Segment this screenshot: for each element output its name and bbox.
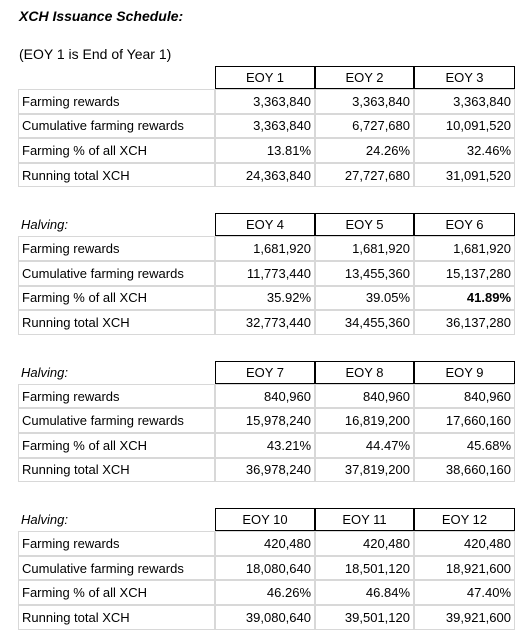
column-header: EOY 3 [414, 66, 515, 89]
table-cell: 46.84% [315, 580, 414, 605]
table-cell: 41.89% [414, 285, 515, 311]
table-cell: 13.81% [215, 138, 315, 163]
row-label: Running total XCH [18, 162, 215, 188]
column-header: EOY 12 [414, 508, 515, 532]
table-cell: 15,978,240 [215, 408, 315, 433]
table-cell: 27,727,680 [315, 162, 414, 188]
column-header: EOY 11 [315, 508, 414, 532]
table-cell: 36,978,240 [215, 457, 315, 483]
table-cell: 420,480 [414, 531, 515, 556]
table-cell: 18,080,640 [215, 555, 315, 581]
row-label: Cumulative farming rewards [18, 261, 215, 286]
row-label: Running total XCH [18, 457, 215, 483]
row-label: Farming % of all XCH [18, 285, 215, 311]
row-label: Farming rewards [18, 236, 215, 261]
table-cell: 6,727,680 [315, 113, 414, 139]
table-cell: 3,363,840 [215, 113, 315, 139]
column-header: EOY 10 [215, 508, 315, 532]
row-label: Farming rewards [18, 89, 215, 114]
table-cell: 13,455,360 [315, 261, 414, 286]
table-cell: 46.26% [215, 580, 315, 605]
table-cell: 24,363,840 [215, 162, 315, 188]
column-header: EOY 9 [414, 360, 515, 384]
row-label: Running total XCH [18, 310, 215, 335]
table-cell: 47.40% [414, 580, 515, 605]
row-label: Farming % of all XCH [18, 138, 215, 163]
block-label: Halving: [21, 217, 68, 233]
row-label: Cumulative farming rewards [18, 113, 215, 139]
table-cell: 1,681,920 [315, 236, 414, 261]
table-cell: 34,455,360 [315, 310, 414, 335]
block-label: Halving: [21, 512, 68, 528]
table-cell: 37,819,200 [315, 457, 414, 483]
table-cell: 10,091,520 [414, 113, 515, 139]
table-cell: 1,681,920 [414, 236, 515, 261]
table-cell: 1,681,920 [215, 236, 315, 261]
column-header: EOY 4 [215, 213, 315, 237]
title: XCH Issuance Schedule: [19, 8, 184, 24]
column-header: EOY 6 [414, 213, 515, 237]
column-header: EOY 2 [315, 66, 414, 89]
row-label: Cumulative farming rewards [18, 408, 215, 433]
table-cell: 18,501,120 [315, 555, 414, 581]
table-cell: 840,960 [315, 383, 414, 409]
row-label: Farming rewards [18, 383, 215, 409]
table-cell: 24.26% [315, 138, 414, 163]
table-cell: 18,921,600 [414, 555, 515, 581]
table-cell: 35.92% [215, 285, 315, 311]
table-cell: 420,480 [315, 531, 414, 556]
row-label: Farming % of all XCH [18, 433, 215, 458]
table-cell: 420,480 [215, 531, 315, 556]
row-label: Cumulative farming rewards [18, 555, 215, 581]
table-cell: 3,363,840 [414, 89, 515, 114]
table-cell: 17,660,160 [414, 408, 515, 433]
table-cell: 31,091,520 [414, 162, 515, 188]
subtitle: (EOY 1 is End of Year 1) [19, 46, 172, 62]
table-cell: 39,501,120 [315, 605, 414, 630]
table-cell: 43.21% [215, 433, 315, 458]
column-header: EOY 5 [315, 213, 414, 237]
table-cell: 32.46% [414, 138, 515, 163]
table-cell: 32,773,440 [215, 310, 315, 335]
column-header: EOY 1 [215, 66, 315, 89]
table-cell: 36,137,280 [414, 310, 515, 335]
table-cell: 11,773,440 [215, 261, 315, 286]
table-cell: 39,921,600 [414, 605, 515, 630]
block-label: Halving: [21, 364, 68, 380]
table-cell: 44.47% [315, 433, 414, 458]
table-cell: 840,960 [414, 383, 515, 409]
table-cell: 3,363,840 [315, 89, 414, 114]
table-cell: 45.68% [414, 433, 515, 458]
table-cell: 38,660,160 [414, 457, 515, 483]
row-label: Farming % of all XCH [18, 580, 215, 605]
table-cell: 840,960 [215, 383, 315, 409]
table-cell: 16,819,200 [315, 408, 414, 433]
table-cell: 39,080,640 [215, 605, 315, 630]
table-cell: 15,137,280 [414, 261, 515, 286]
table-cell: 3,363,840 [215, 89, 315, 114]
row-label: Farming rewards [18, 531, 215, 556]
row-label: Running total XCH [18, 605, 215, 630]
table-cell: 39.05% [315, 285, 414, 311]
column-header: EOY 8 [315, 360, 414, 384]
column-header: EOY 7 [215, 360, 315, 384]
